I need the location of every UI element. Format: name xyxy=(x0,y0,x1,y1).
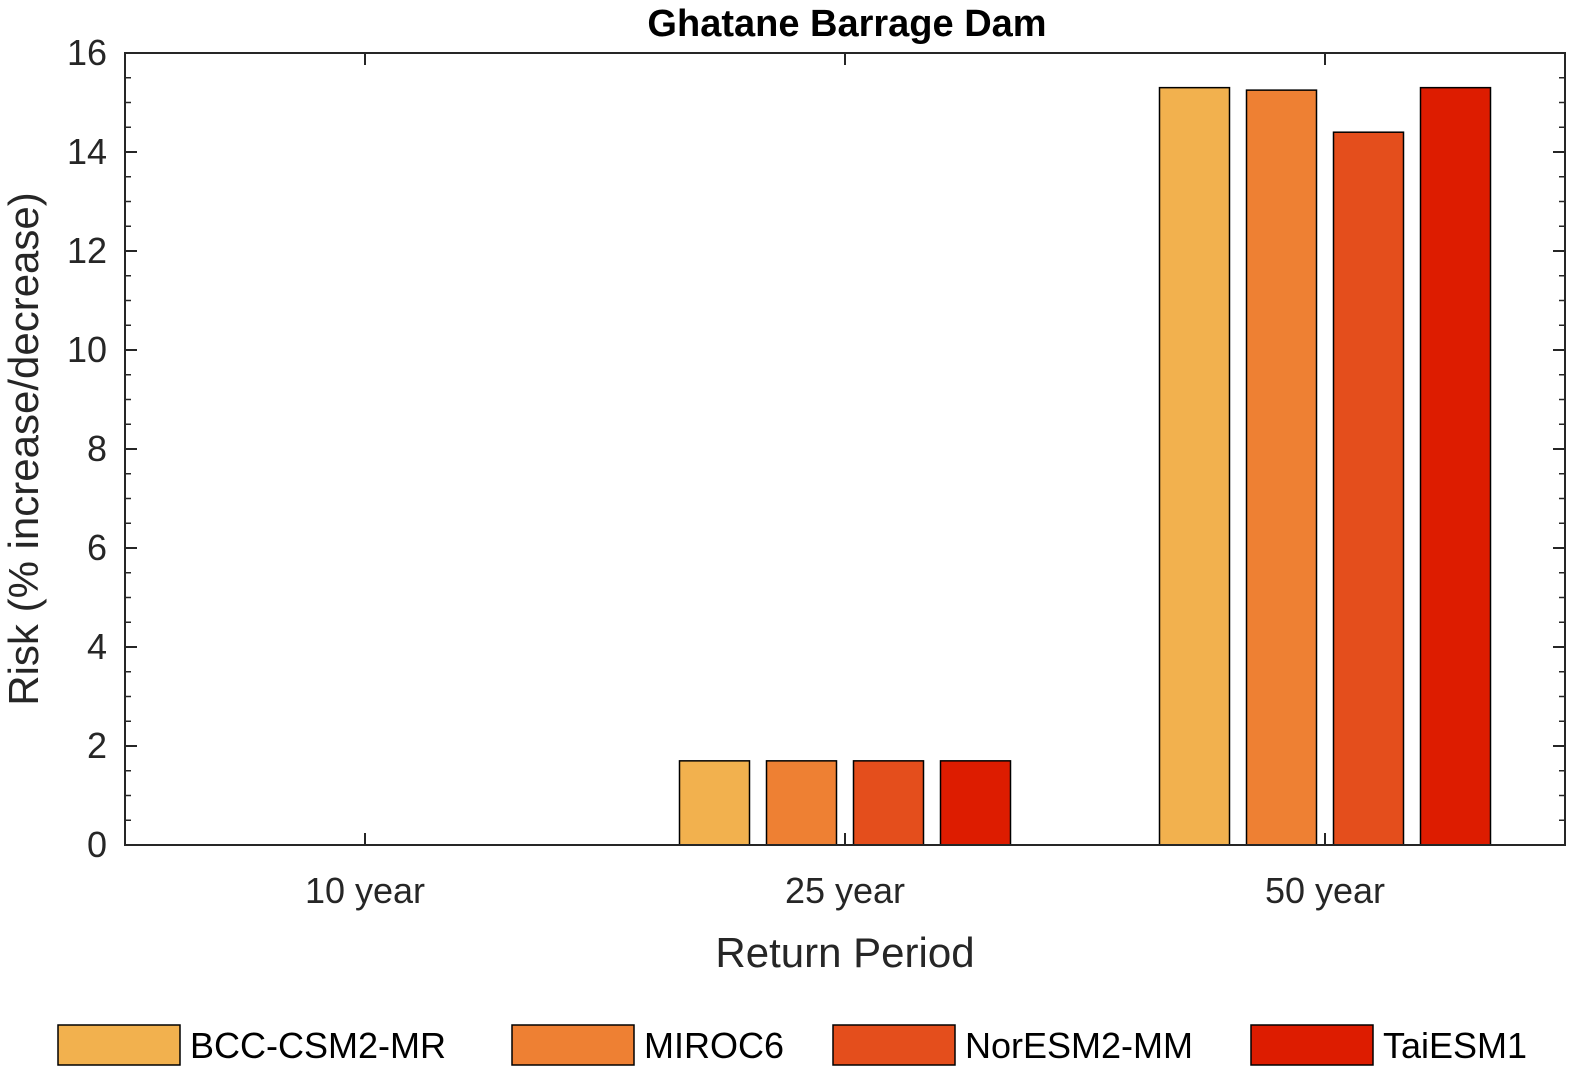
legend-swatch xyxy=(57,1024,181,1066)
y-tick-label: 2 xyxy=(87,725,107,766)
bar-miroc6-25-year xyxy=(765,760,838,846)
x-tick-label: 50 year xyxy=(1265,870,1385,911)
x-tick-label: 25 year xyxy=(785,870,905,911)
y-tick-label: 4 xyxy=(87,626,107,667)
chart-title: Ghatane Barrage Dam xyxy=(647,3,1046,45)
legend-swatch xyxy=(832,1024,956,1066)
legend-label: BCC-CSM2-MR xyxy=(190,1025,446,1066)
legend-swatch xyxy=(1250,1024,1374,1066)
legend-label: TaiESM1 xyxy=(1383,1025,1527,1066)
x-axis: 10 year 25 year 50 year xyxy=(305,53,1385,911)
bar-taiesm1-50-year xyxy=(1419,86,1492,846)
y-tick-label: 16 xyxy=(67,32,107,73)
bars-group xyxy=(678,86,1492,846)
y-tick-label: 6 xyxy=(87,527,107,568)
legend-label: NorESM2-MM xyxy=(965,1025,1193,1066)
x-axis-label: Return Period xyxy=(715,929,974,976)
x-tick-label: 10 year xyxy=(305,870,425,911)
y-tick-label: 8 xyxy=(87,428,107,469)
y-tick-label: 14 xyxy=(67,131,107,172)
y-tick-label: 12 xyxy=(67,230,107,271)
bar-bcc-csm2-mr-50-year xyxy=(1158,86,1231,846)
bar-bcc-csm2-mr-25-year xyxy=(678,760,751,846)
y-tick-label: 0 xyxy=(87,824,107,865)
bar-noresm2-mm-25-year xyxy=(852,760,925,846)
bar-noresm2-mm-50-year xyxy=(1332,131,1405,846)
bar-taiesm1-25-year xyxy=(939,760,1012,846)
legend-swatch xyxy=(511,1024,635,1066)
y-axis-label: Risk (% increase/decrease) xyxy=(0,192,47,706)
y-axis: 0 2 4 6 8 10 12 14 16 xyxy=(67,32,1565,865)
legend-label: MIROC6 xyxy=(644,1025,784,1066)
y-tick-label: 10 xyxy=(67,329,107,370)
legend: BCC-CSM2-MR MIROC6 NorESM2-MM TaiESM1 xyxy=(57,1024,1527,1066)
bar-miroc6-50-year xyxy=(1245,89,1318,846)
